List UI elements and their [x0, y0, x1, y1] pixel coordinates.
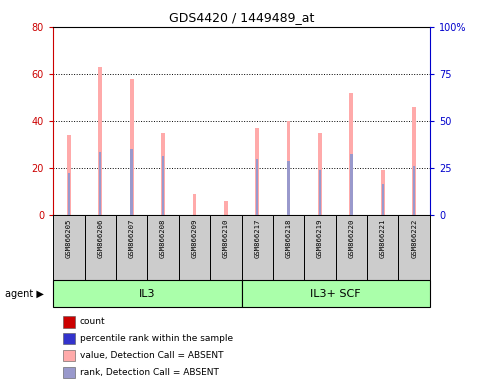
- Bar: [350, 154, 353, 215]
- Text: GSM866221: GSM866221: [380, 218, 386, 258]
- Bar: [256, 159, 258, 215]
- Bar: [99, 152, 101, 215]
- Bar: [304, 215, 336, 280]
- Text: GDS4420 / 1449489_at: GDS4420 / 1449489_at: [169, 12, 314, 25]
- Bar: [161, 133, 165, 215]
- Bar: [242, 280, 430, 307]
- Bar: [319, 170, 321, 215]
- Bar: [412, 107, 416, 215]
- Bar: [53, 280, 242, 307]
- Text: percentile rank within the sample: percentile rank within the sample: [80, 334, 233, 343]
- Text: GSM866219: GSM866219: [317, 218, 323, 258]
- Bar: [147, 215, 179, 280]
- Bar: [413, 166, 415, 215]
- Text: rank, Detection Call = ABSENT: rank, Detection Call = ABSENT: [80, 368, 219, 377]
- Bar: [336, 215, 367, 280]
- Text: IL3: IL3: [139, 289, 156, 299]
- Bar: [242, 215, 273, 280]
- Bar: [287, 121, 290, 215]
- Text: GSM866218: GSM866218: [285, 218, 292, 258]
- Bar: [367, 215, 398, 280]
- Bar: [382, 184, 384, 215]
- Bar: [162, 156, 164, 215]
- Bar: [67, 135, 71, 215]
- Bar: [193, 194, 196, 215]
- Bar: [381, 170, 384, 215]
- Text: GSM866206: GSM866206: [97, 218, 103, 258]
- Text: count: count: [80, 317, 105, 326]
- Text: GSM866217: GSM866217: [254, 218, 260, 258]
- Text: GSM866222: GSM866222: [411, 218, 417, 258]
- Bar: [116, 215, 147, 280]
- Bar: [350, 93, 353, 215]
- Bar: [256, 128, 259, 215]
- Bar: [273, 215, 304, 280]
- Text: agent ▶: agent ▶: [5, 289, 43, 299]
- Text: GSM866207: GSM866207: [128, 218, 135, 258]
- Text: value, Detection Call = ABSENT: value, Detection Call = ABSENT: [80, 351, 223, 360]
- Bar: [85, 215, 116, 280]
- Bar: [179, 215, 210, 280]
- Text: IL3+ SCF: IL3+ SCF: [311, 289, 361, 299]
- Text: GSM866208: GSM866208: [160, 218, 166, 258]
- Text: GSM866210: GSM866210: [223, 218, 229, 258]
- Bar: [99, 67, 102, 215]
- Text: GSM866220: GSM866220: [348, 218, 355, 258]
- Bar: [398, 215, 430, 280]
- Bar: [68, 173, 70, 215]
- Bar: [287, 161, 290, 215]
- Bar: [130, 79, 133, 215]
- Bar: [53, 215, 85, 280]
- Text: GSM866205: GSM866205: [66, 218, 72, 258]
- Bar: [130, 149, 133, 215]
- Text: GSM866209: GSM866209: [191, 218, 198, 258]
- Bar: [318, 133, 322, 215]
- Bar: [210, 215, 242, 280]
- Bar: [224, 201, 227, 215]
